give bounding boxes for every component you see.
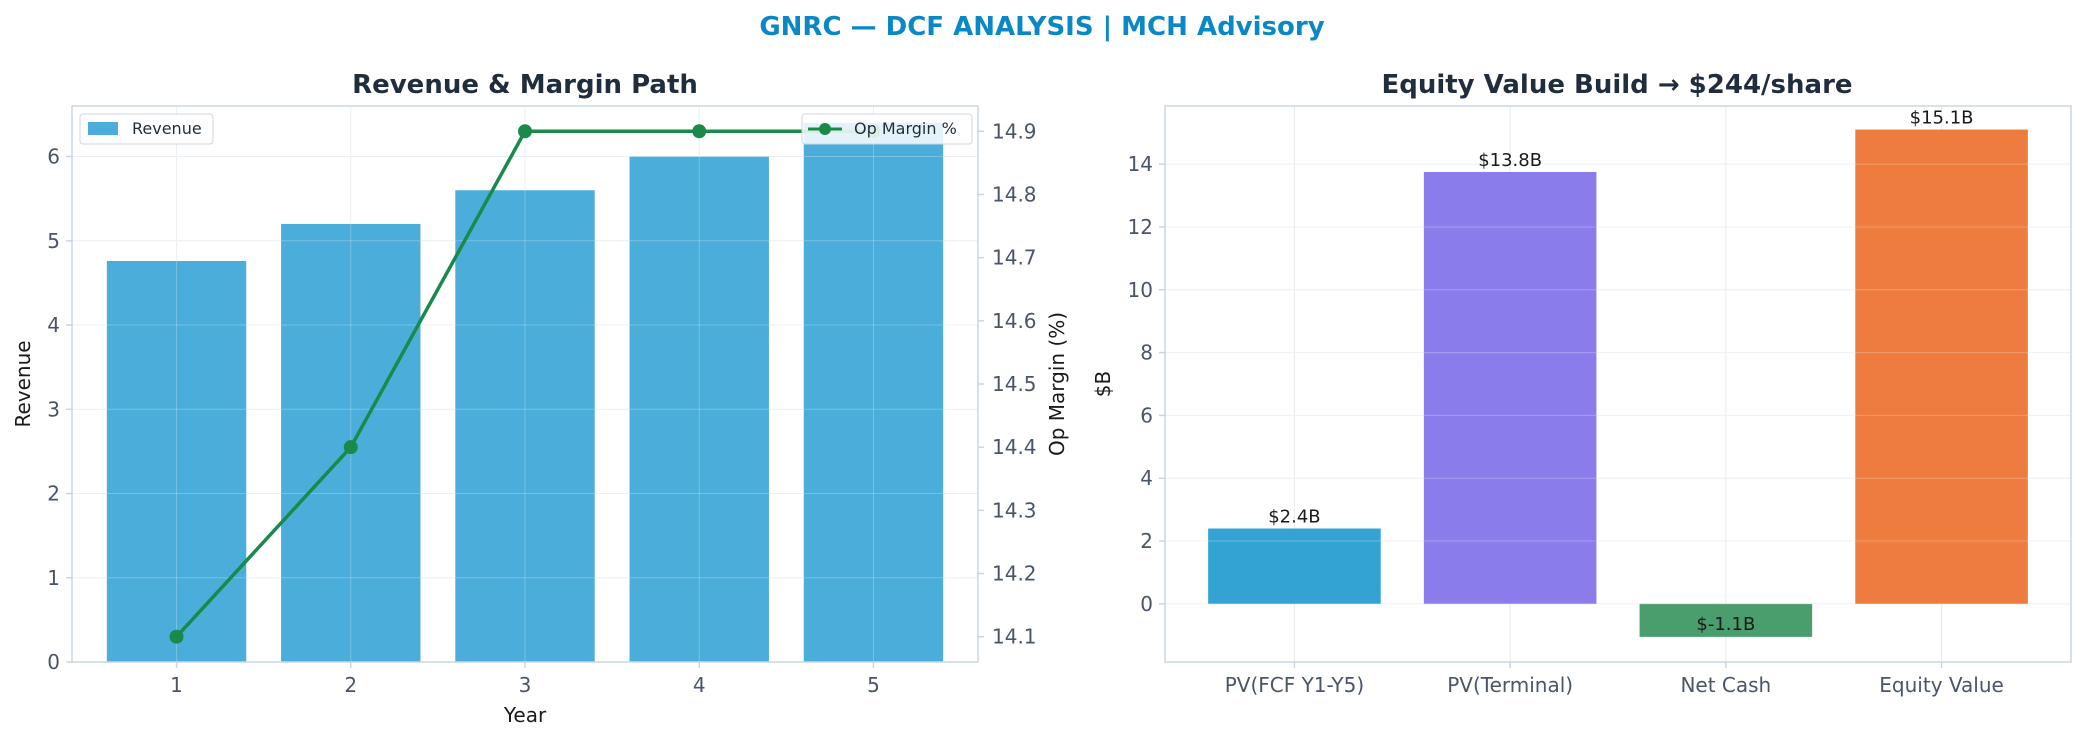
y2-tick-label: 14.9 [992, 119, 1037, 143]
x-tick-label: Equity Value [1879, 673, 2004, 697]
y-tick-label: 0 [1140, 592, 1153, 616]
bar-data-label: $13.8B [1478, 150, 1542, 171]
bar-data-label: $-1.1B [1696, 614, 1755, 635]
equity-bars [1165, 129, 2071, 637]
y-tick-label: 5 [47, 229, 60, 253]
equity-bar [1855, 129, 2028, 604]
x-tick-label: Net Cash [1680, 673, 1771, 697]
y-tick-label: 1 [47, 566, 60, 590]
x-axis-ticks: PV(FCF Y1-Y5) PV(Terminal) Net Cash Equity … [1225, 662, 2004, 697]
y-tick-label: 2 [1140, 529, 1153, 553]
y-tick-label: 6 [47, 145, 60, 169]
bar-data-label: $2.4B [1268, 506, 1320, 527]
legend-label: Revenue [132, 119, 202, 138]
y2-axis-label: Op Margin (%) [1045, 312, 1069, 456]
y-tick-label: 14 [1128, 152, 1153, 176]
y-tick-label: 12 [1128, 215, 1153, 239]
y2-tick-label: 14.6 [992, 309, 1037, 333]
x-axis-ticks: 1 2 3 4 5 [170, 662, 880, 697]
x-tick-label: PV(FCF Y1-Y5) [1225, 673, 1364, 697]
y-axis-ticks: 0 1 2 3 4 5 6 [47, 145, 72, 674]
equity-bar [1423, 171, 1597, 604]
equity-value-chart: Equity Value Build → $244/share 0 2 4 6 8 10 1… [1091, 70, 2072, 697]
y-tick-label: 2 [47, 482, 60, 506]
y2-tick-label: 14.2 [992, 562, 1037, 586]
op-margin-point [169, 629, 184, 644]
y-tick-label: 3 [47, 397, 60, 421]
revenue-bar [106, 261, 247, 662]
chart-title: Revenue & Margin Path [352, 70, 698, 100]
y-axis-ticks: 0 2 4 6 8 10 12 14 [1128, 152, 1165, 616]
y-tick-label: 0 [47, 650, 60, 674]
bar-data-labels: $2.4B $13.8B $-1.1B $15.1B [1268, 108, 1973, 635]
bar-data-label: $15.1B [1910, 108, 1974, 129]
y-tick-label: 4 [1140, 466, 1153, 490]
legend-label: Op Margin % [854, 119, 957, 138]
y-tick-label: 6 [1140, 403, 1153, 427]
y2-tick-label: 14.4 [992, 435, 1037, 459]
op-margin-point [518, 124, 532, 139]
legend-op-margin: Op Margin % [801, 113, 973, 145]
y2-axis-ticks: 14.1 14.2 14.3 14.4 14.5 14.6 14.7 14.8 14.9 [978, 119, 1037, 649]
x-tick-label: 5 [867, 673, 880, 697]
x-tick-label: 3 [519, 673, 532, 697]
legend-revenue: Revenue [79, 113, 214, 145]
x-tick-label: 2 [344, 673, 357, 697]
x-axis-label: Year [503, 703, 547, 727]
x-tick-label: 1 [170, 673, 183, 697]
legend-box [801, 113, 973, 145]
equity-bar [1208, 528, 1381, 604]
revenue-bar [803, 122, 944, 662]
revenue-bars [72, 106, 978, 663]
plot-frame [1164, 105, 2072, 663]
legend-marker [819, 123, 831, 135]
x-tick-label: PV(Terminal) [1447, 673, 1573, 697]
y2-tick-label: 14.7 [992, 246, 1037, 270]
op-margin-point [692, 124, 707, 139]
y2-tick-label: 14.1 [992, 625, 1037, 649]
op-margin-point [343, 440, 358, 455]
y2-tick-label: 14.5 [992, 372, 1037, 396]
y-tick-label: 4 [47, 313, 60, 337]
legend-swatch [88, 122, 118, 135]
y-tick-label: 10 [1128, 278, 1153, 302]
chart-title: Equity Value Build → $244/share [1381, 70, 1852, 100]
y-axis-label: $B [1091, 371, 1115, 397]
equity-bar [1639, 603, 1813, 637]
y2-tick-label: 14.8 [992, 182, 1037, 206]
figure-title: GNRC — DCF ANALYSIS | MCH Advisory [759, 12, 1324, 42]
revenue-bar [629, 156, 769, 662]
revenue-bar [455, 190, 595, 662]
y2-tick-label: 14.3 [992, 498, 1037, 522]
x-tick-label: 4 [693, 673, 706, 697]
legend-box [79, 113, 214, 145]
y-tick-label: 8 [1140, 341, 1153, 365]
y-axis-label: Revenue [11, 340, 35, 427]
